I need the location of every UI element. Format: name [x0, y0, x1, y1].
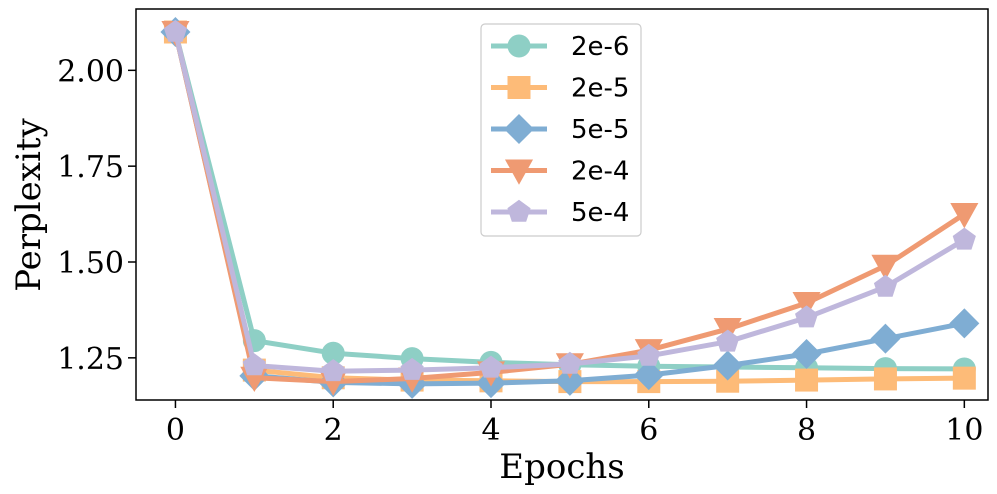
legend-label: 2e-5 [571, 74, 629, 104]
legend-label: 5e-5 [571, 115, 629, 145]
legend-marker [503, 113, 535, 145]
x-tick-label: 2 [324, 413, 343, 448]
x-axis-label: Epochs [499, 447, 624, 487]
x-tick-label: 6 [639, 413, 658, 448]
data-point [792, 291, 821, 318]
data-point [795, 368, 819, 392]
legend-item: 2e-6 [491, 32, 629, 62]
legend-item: 5e-4 [491, 198, 629, 228]
data-point [633, 360, 664, 391]
data-point [163, 19, 187, 42]
legend-item: 2e-4 [491, 157, 629, 187]
x-tick-label: 8 [797, 413, 816, 448]
data-point [795, 305, 819, 328]
y-tick-label: 2.00 [57, 54, 124, 89]
data-point [952, 227, 976, 250]
data-point [321, 359, 345, 382]
series-layer [160, 16, 980, 399]
plot-frame [135, 8, 989, 401]
data-point [791, 338, 822, 370]
legend-label: 5e-4 [571, 198, 629, 228]
data-point [949, 308, 980, 339]
y-tick-label: 1.25 [57, 342, 124, 377]
data-point [637, 343, 661, 366]
data-point [873, 367, 897, 391]
data-point [400, 357, 424, 380]
data-point [950, 203, 979, 229]
legend-marker [504, 159, 534, 185]
legend: 2e-6 2e-5 5e-5 2e-4 5e-4 [480, 23, 642, 237]
x-tick-label: 0 [166, 413, 185, 448]
legend-marker [507, 34, 531, 58]
data-point [873, 274, 897, 297]
y-tick-label: 1.50 [57, 246, 124, 281]
x-tick-label: 4 [481, 413, 500, 448]
y-tick-label: 1.75 [57, 150, 124, 185]
legend-label: 2e-4 [571, 157, 629, 187]
legend-item: 2e-5 [491, 74, 629, 104]
x-axis: 0 2 4 6 8 10 [166, 400, 983, 448]
data-point [712, 350, 743, 381]
data-point [242, 353, 266, 376]
legend-item: 5e-5 [491, 113, 629, 145]
series-5e-4 [163, 19, 976, 382]
legend-marker [507, 199, 531, 222]
data-point [871, 254, 900, 281]
y-axis-label: Perplexity [9, 118, 49, 292]
data-point [479, 355, 503, 378]
legend-marker [507, 76, 531, 99]
y-axis: 1.25 1.50 1.75 2.00 [57, 54, 136, 377]
legend-label: 2e-6 [571, 32, 629, 62]
data-point [952, 366, 976, 390]
data-point [716, 329, 740, 352]
x-tick-label: 10 [945, 413, 983, 448]
data-point [870, 323, 901, 354]
data-point [558, 351, 582, 374]
